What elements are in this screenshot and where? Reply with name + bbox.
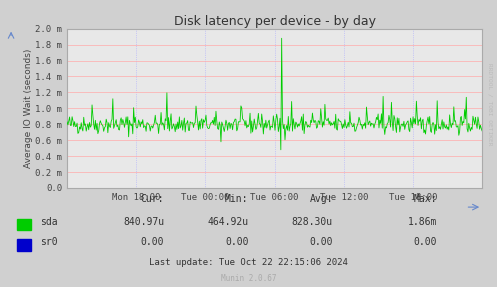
Text: Cur:: Cur: xyxy=(141,194,164,204)
Text: 0.00: 0.00 xyxy=(225,237,248,247)
Text: RRDTOOL / TOBI OETIKER: RRDTOOL / TOBI OETIKER xyxy=(487,63,492,146)
Text: 0.00: 0.00 xyxy=(310,237,333,247)
Text: 840.97u: 840.97u xyxy=(123,217,164,227)
Text: Max:: Max: xyxy=(414,194,437,204)
Y-axis label: Average IO Wait (seconds): Average IO Wait (seconds) xyxy=(23,49,33,168)
Text: sr0: sr0 xyxy=(40,237,57,247)
Text: 828.30u: 828.30u xyxy=(292,217,333,227)
Text: 0.00: 0.00 xyxy=(414,237,437,247)
Text: 1.86m: 1.86m xyxy=(408,217,437,227)
Text: Avg:: Avg: xyxy=(310,194,333,204)
Text: 464.92u: 464.92u xyxy=(207,217,248,227)
Text: Last update: Tue Oct 22 22:15:06 2024: Last update: Tue Oct 22 22:15:06 2024 xyxy=(149,259,348,267)
Text: Min:: Min: xyxy=(225,194,248,204)
Title: Disk latency per device - by day: Disk latency per device - by day xyxy=(173,15,376,28)
Text: Munin 2.0.67: Munin 2.0.67 xyxy=(221,274,276,283)
Text: 0.00: 0.00 xyxy=(141,237,164,247)
Text: sda: sda xyxy=(40,217,57,227)
